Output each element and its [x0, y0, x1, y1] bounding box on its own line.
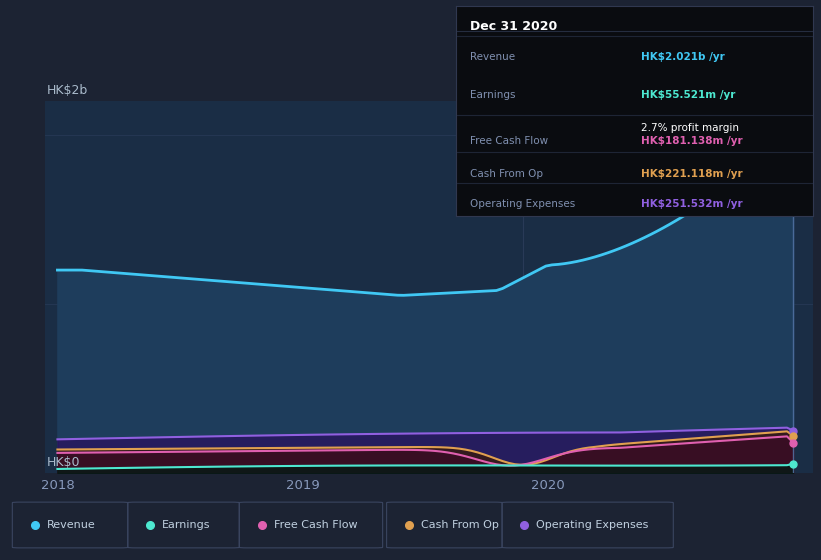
Text: Revenue: Revenue: [470, 52, 515, 62]
Text: HK$221.118m /yr: HK$221.118m /yr: [641, 170, 743, 179]
Text: Free Cash Flow: Free Cash Flow: [273, 520, 357, 530]
Text: HK$2.021b /yr: HK$2.021b /yr: [641, 52, 725, 62]
Text: HK$2b: HK$2b: [47, 84, 88, 97]
Text: HK$0: HK$0: [47, 456, 80, 469]
Text: Earnings: Earnings: [162, 520, 210, 530]
Text: 2.7% profit margin: 2.7% profit margin: [641, 123, 740, 133]
Text: Free Cash Flow: Free Cash Flow: [470, 136, 548, 146]
Text: HK$251.532m /yr: HK$251.532m /yr: [641, 199, 743, 209]
Text: Revenue: Revenue: [47, 520, 95, 530]
Text: Operating Expenses: Operating Expenses: [470, 199, 576, 209]
Text: HK$55.521m /yr: HK$55.521m /yr: [641, 90, 736, 100]
Text: Cash From Op: Cash From Op: [470, 170, 543, 179]
Text: Earnings: Earnings: [470, 90, 516, 100]
Text: Cash From Op: Cash From Op: [421, 520, 498, 530]
Text: Dec 31 2020: Dec 31 2020: [470, 20, 557, 33]
Text: Operating Expenses: Operating Expenses: [536, 520, 649, 530]
Text: HK$181.138m /yr: HK$181.138m /yr: [641, 136, 743, 146]
